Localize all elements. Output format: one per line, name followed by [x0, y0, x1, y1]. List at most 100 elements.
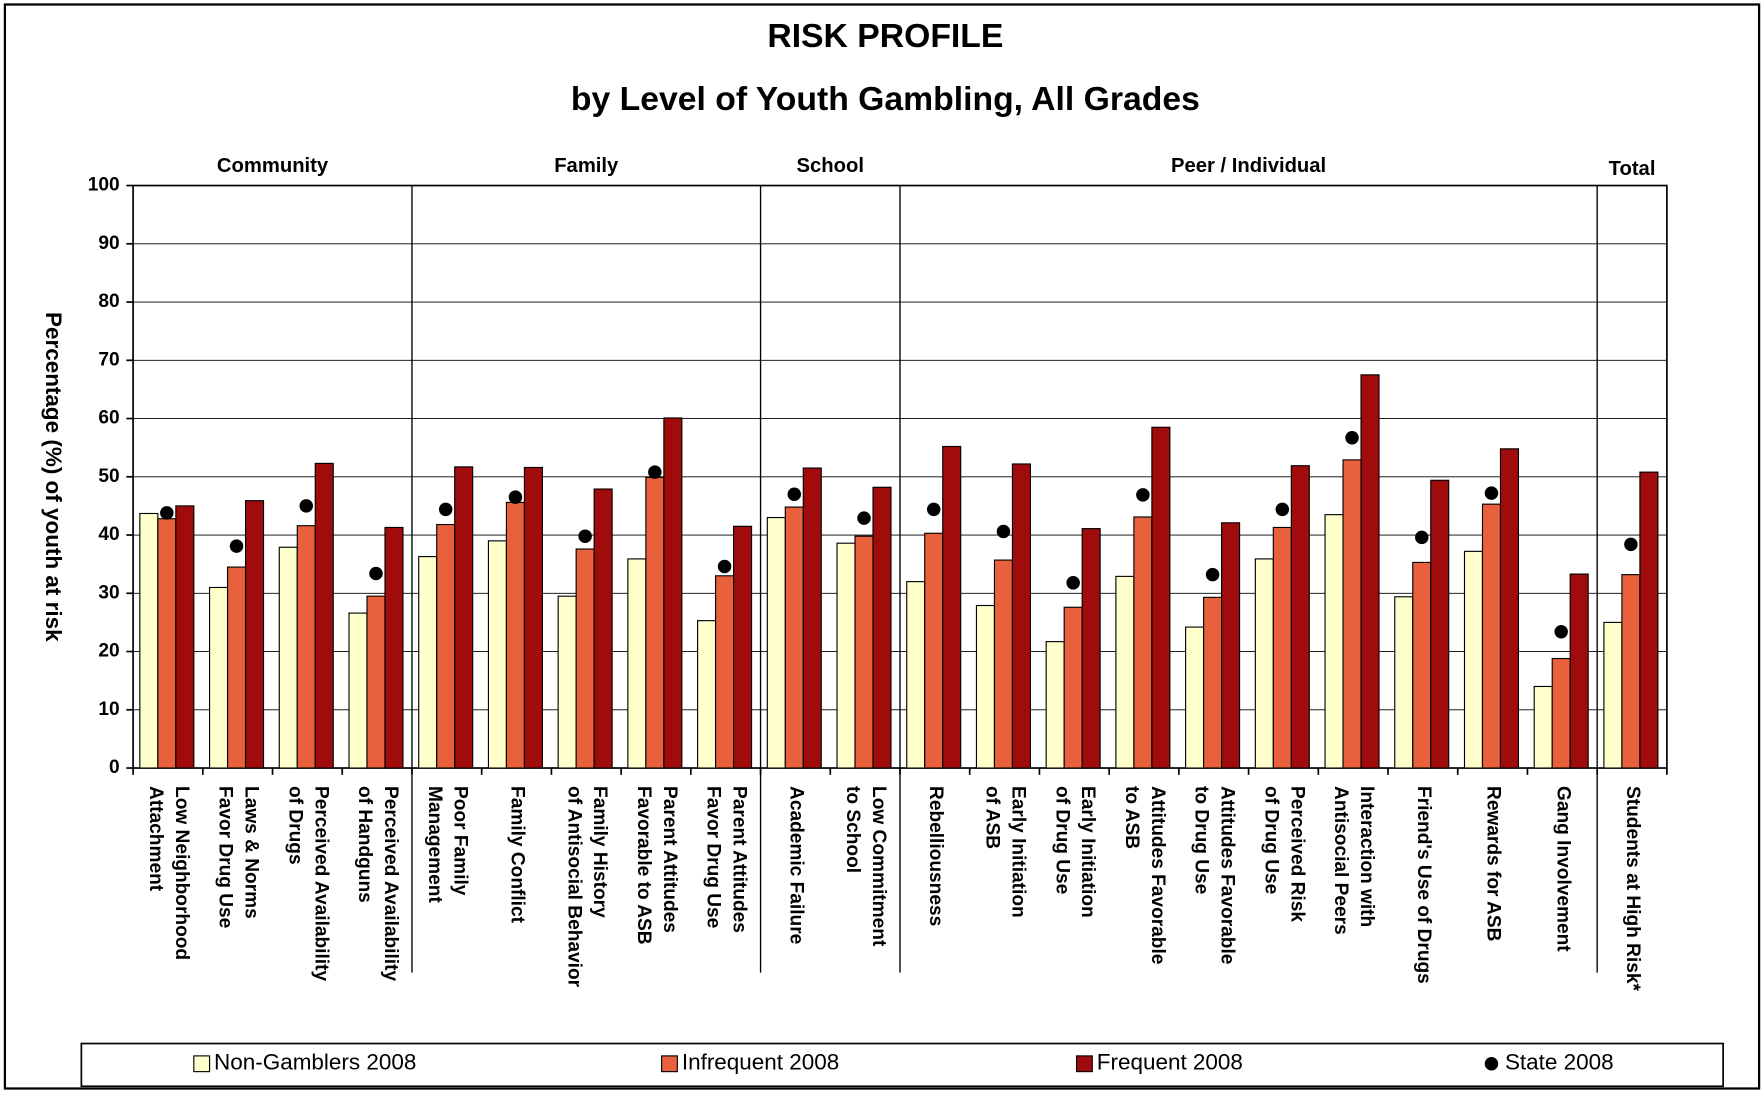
x-tick-label: to ASB: [1121, 786, 1142, 849]
x-tick-label: Rewards for ASB: [1483, 786, 1504, 941]
state-dot: [229, 539, 244, 553]
group-label: School: [797, 155, 864, 177]
state-dot: [508, 490, 523, 504]
bar: [733, 525, 753, 769]
bar: [1151, 426, 1171, 769]
state-dot: [1484, 486, 1499, 500]
bar: [1430, 479, 1450, 769]
bar: [802, 467, 822, 769]
state-dot: [1345, 431, 1359, 445]
legend-label: State 2008: [1505, 1050, 1614, 1075]
x-tick-label: Poor Family: [450, 786, 471, 896]
y-tick-label: 100: [88, 175, 120, 196]
x-tick-label: Perceived Risk: [1286, 786, 1307, 922]
legend-label: Frequent 2008: [1097, 1050, 1243, 1075]
x-tick-label: to Drug Use: [1191, 786, 1212, 894]
bar: [1221, 522, 1241, 769]
state-dot: [787, 487, 802, 502]
bar: [1412, 561, 1432, 769]
y-tick-label: 20: [98, 641, 119, 662]
x-tick-label: Family History: [589, 786, 610, 918]
bar: [942, 445, 962, 769]
group-label: Family: [554, 155, 619, 177]
bar: [575, 548, 595, 769]
x-tick-label: of ASB: [982, 786, 1003, 849]
state-dot: [299, 499, 314, 513]
bar: [1603, 621, 1623, 769]
bar: [1394, 596, 1414, 769]
state-dot: [1624, 537, 1638, 552]
x-tick-label: Perceived Availability: [310, 786, 331, 981]
x-tick-label: of Drugs: [284, 786, 305, 865]
bar: [1185, 626, 1205, 769]
bar: [208, 586, 229, 769]
bar: [645, 476, 665, 769]
x-tick-label: Management: [424, 786, 445, 903]
bar: [366, 595, 386, 769]
bar: [1045, 641, 1065, 769]
x-tick-label: Gang Involvement: [1552, 786, 1573, 952]
state-dot: [1136, 488, 1150, 502]
bar: [872, 486, 892, 769]
bar: [906, 581, 926, 769]
bar: [663, 417, 683, 769]
legend-label: Infrequent 2008: [682, 1050, 839, 1075]
bar: [454, 466, 474, 769]
bar: [1115, 575, 1135, 769]
bar: [278, 546, 298, 769]
bar: [384, 526, 404, 769]
state-dot: [578, 529, 592, 543]
bar: [1203, 596, 1223, 769]
bar: [715, 575, 735, 769]
x-tick-label: Friend's Use of Drugs: [1413, 786, 1434, 984]
bar: [975, 604, 996, 769]
x-tick-label: of Drug Use: [1260, 786, 1281, 894]
x-tick-label: of Handguns: [354, 786, 375, 903]
bar: [1533, 685, 1553, 769]
bar: [1063, 606, 1083, 769]
bar: [523, 466, 543, 769]
bar: [314, 462, 334, 769]
bar: [226, 566, 247, 769]
bar: [784, 506, 804, 769]
state-dot: [160, 506, 174, 520]
y-tick-label: 10: [98, 699, 119, 720]
bar: [557, 595, 577, 769]
bar: [1254, 558, 1274, 769]
x-tick-label: Low Commitment: [868, 786, 889, 947]
bar: [1639, 471, 1659, 769]
x-tick-label: Favor Drug Use: [703, 786, 724, 928]
x-tick-label: Interaction with: [1356, 786, 1377, 927]
x-tick-label: of Antisocial Behavior: [563, 786, 584, 988]
bar: [993, 559, 1014, 769]
bar: [1081, 528, 1101, 769]
x-tick-label: Early Initiation: [1077, 786, 1098, 918]
x-tick-label: Attitudes Favorable: [1217, 786, 1238, 964]
bar: [418, 556, 438, 769]
state-dot: [1415, 530, 1429, 545]
bar: [1621, 574, 1641, 769]
x-tick-label: Favor Drug Use: [215, 786, 236, 928]
bar: [836, 542, 856, 769]
y-tick-label: 80: [98, 291, 119, 312]
x-tick-label: Attachment: [145, 786, 166, 892]
y-tick-label: 70: [98, 349, 119, 370]
legend-swatch: [1484, 1057, 1499, 1071]
bar: [593, 488, 613, 769]
bar: [627, 558, 647, 769]
chart-subtitle: by Level of Youth Gambling, All Grades: [571, 80, 1200, 118]
x-tick-label: of Drug Use: [1051, 786, 1072, 894]
state-dot: [926, 502, 941, 517]
bar: [697, 620, 717, 769]
bar: [1569, 573, 1589, 769]
group-label: Peer / Individual: [1171, 155, 1326, 177]
x-tick-label: Students at High Risk*: [1622, 786, 1643, 991]
x-tick-label: Academic Failure: [785, 786, 806, 944]
y-tick-label: 90: [98, 233, 119, 254]
y-tick-label: 60: [98, 408, 119, 429]
bar: [1499, 448, 1520, 769]
legend-swatch: [1075, 1055, 1093, 1073]
y-tick-label: 30: [98, 582, 119, 603]
bar: [244, 500, 265, 769]
x-tick-label: Parent Attitudes: [659, 786, 680, 933]
